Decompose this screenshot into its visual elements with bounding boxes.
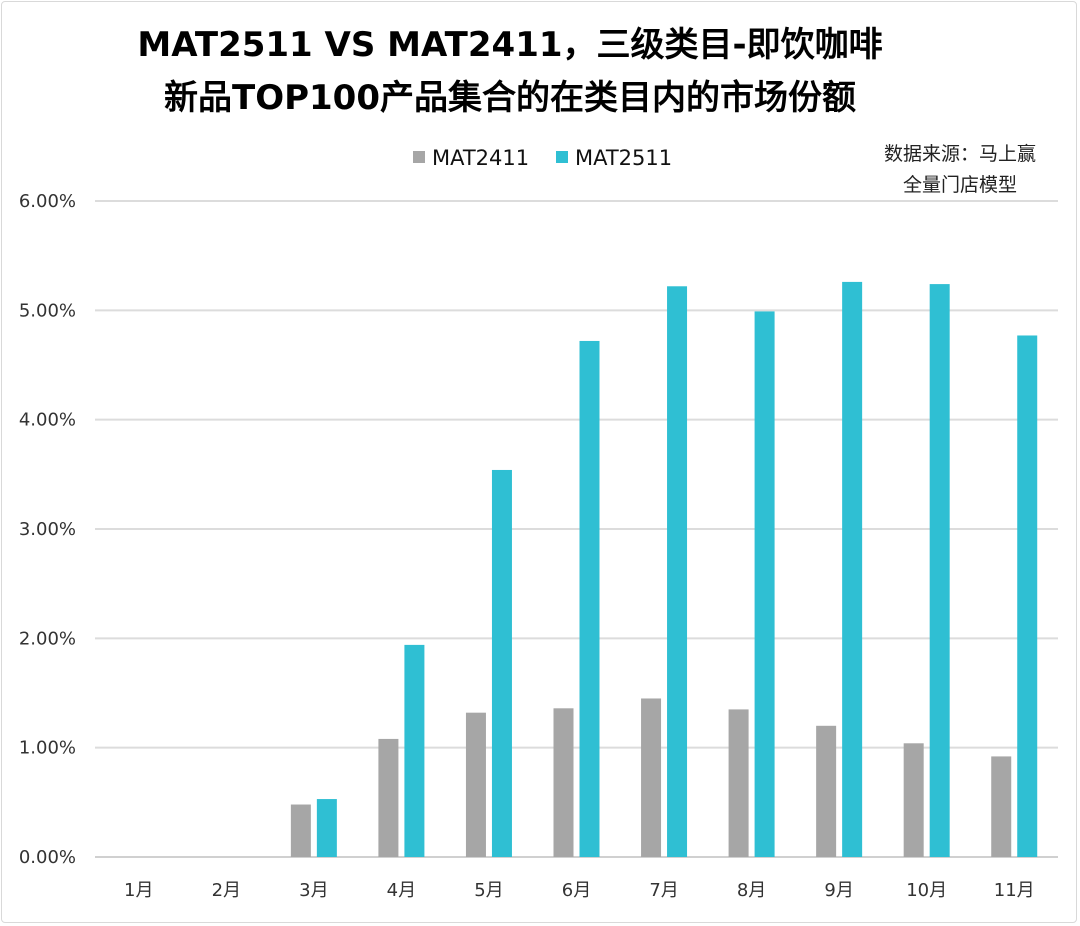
gridlines (95, 200, 1058, 858)
x-tick-label: 1月 (124, 880, 153, 901)
bar-mat2511-7 (667, 286, 688, 857)
y-axis: 0.00% 1.00% 2.00% 3.00% 4.00% 5.00% 6.00% (19, 191, 76, 868)
chart-title-line-1: MAT2511 VS MAT2411，三级类目-即饮咖啡 (137, 25, 882, 65)
x-tick-label: 7月 (649, 880, 678, 901)
bar-mat2411-11 (991, 756, 1012, 857)
y-tick-label: 5.00% (19, 300, 76, 321)
x-tick-label: 10月 (906, 880, 947, 901)
bar-mat2511-4 (404, 644, 425, 857)
bar-mat2411-6 (553, 708, 574, 857)
legend-swatch-mat2411 (413, 151, 425, 163)
bar-mat2511-8 (754, 311, 775, 858)
bar-mat2411-5 (465, 712, 486, 857)
y-tick-label: 0.00% (19, 847, 76, 868)
bar-mat2411-4 (378, 738, 399, 857)
bar-mat2411-3 (290, 804, 311, 857)
legend-label: MAT2511 (575, 146, 672, 170)
y-tick-label: 2.00% (19, 628, 76, 649)
legend-swatch-mat2511 (556, 151, 568, 163)
bar-mat2411-8 (728, 709, 749, 857)
bar-mat2411-7 (641, 698, 662, 857)
legend-label: MAT2411 (432, 146, 529, 170)
bar-mat2511-6 (579, 340, 600, 857)
y-tick-label: 1.00% (19, 738, 76, 759)
x-tick-label: 6月 (562, 880, 591, 901)
bar-mat2511-11 (1017, 335, 1038, 858)
x-tick-label: 2月 (212, 880, 241, 901)
x-tick-label: 11月 (994, 880, 1035, 901)
x-tick-label: 9月 (824, 880, 853, 901)
source-line-1: 数据来源：马上赢 (884, 143, 1036, 165)
y-tick-label: 4.00% (19, 410, 76, 431)
source-line-2: 全量门店模型 (903, 174, 1017, 196)
x-tick-label: 5月 (474, 880, 503, 901)
bar-mat2411-9 (816, 725, 837, 857)
x-tick-label: 8月 (737, 880, 766, 901)
x-tick-label: 4月 (387, 880, 416, 901)
bar-mat2511-10 (929, 284, 950, 857)
chart-title-line-2: 新品TOP100产品集合的在类目内的市场份额 (164, 78, 856, 118)
bar-mat2511-3 (316, 799, 337, 857)
x-axis: 1月 2月 3月 4月 5月 6月 7月 8月 9月 10月 11月 (124, 880, 1035, 901)
x-tick-label: 3月 (299, 880, 328, 901)
y-tick-label: 6.00% (19, 191, 76, 212)
bar-mat2511-5 (491, 469, 512, 857)
bar-mat2511-9 (842, 281, 863, 857)
legend: MAT2411 MAT2511 (413, 146, 672, 170)
bars (290, 281, 1038, 858)
bar-mat2411-10 (903, 743, 924, 857)
y-tick-label: 3.00% (19, 519, 76, 540)
